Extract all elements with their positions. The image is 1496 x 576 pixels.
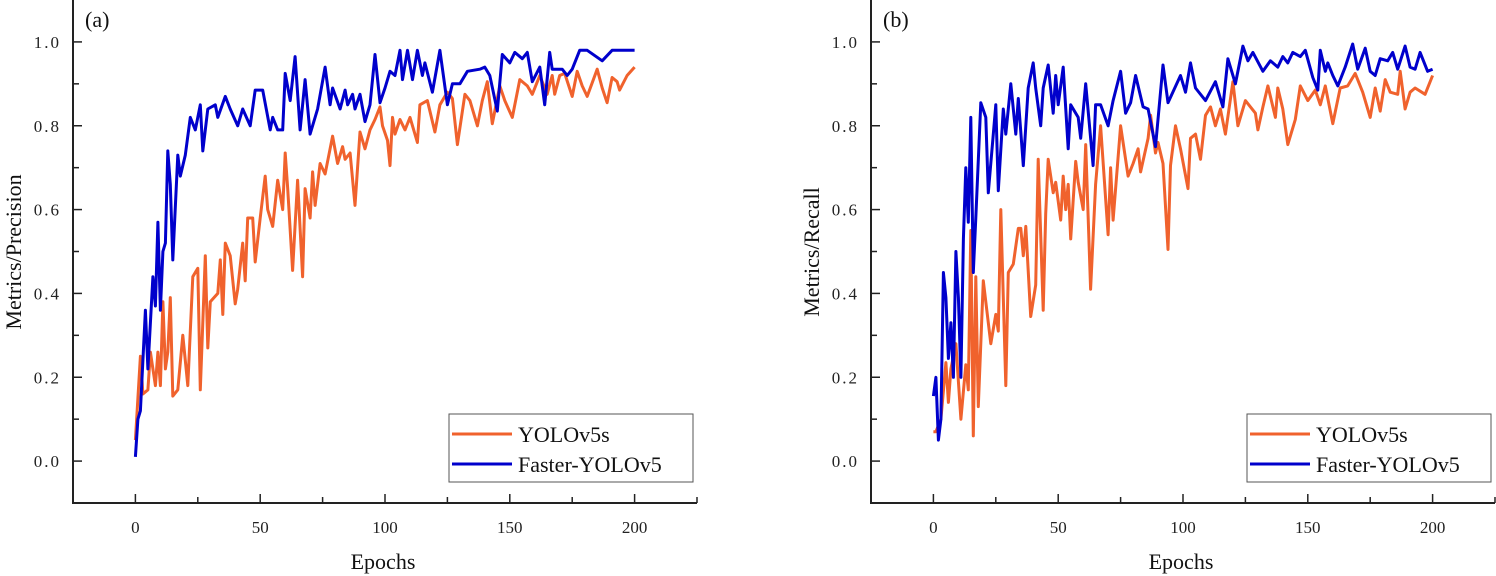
x-tick-label: 0: [131, 518, 140, 537]
chart-panel-b: 0.0 0.2 0.4 0.6 0.8 1.0 0 50 100 150 200 Epochs Metr…: [799, 0, 1496, 574]
legend-label: Faster-YOLOv5: [1316, 452, 1460, 477]
y-tick-label: 1.0: [832, 33, 859, 52]
legend: YOLOv5s Faster-YOLOv5: [448, 413, 694, 483]
y-tick-label: 0.4: [34, 284, 61, 303]
legend-label: YOLOv5s: [518, 422, 610, 447]
x-tick-label: 50: [1050, 518, 1067, 537]
y-axis-title: Metrics/Precision: [1, 174, 26, 329]
y-tick-label: 0.2: [832, 368, 859, 387]
y-tick-label: 0.2: [34, 368, 61, 387]
x-tick-label: 150: [497, 518, 523, 537]
series-line-faster-yolov5: [133, 48, 635, 457]
y-tick-label: 0.6: [34, 201, 61, 220]
x-tick-label: 150: [1295, 518, 1321, 537]
y-tick-label: 0.8: [34, 117, 61, 136]
y-tick-label: 0.8: [832, 117, 859, 136]
y-tick-label: 1.0: [34, 33, 61, 52]
legend-box: [448, 413, 694, 483]
x-axis-title: Epochs: [351, 549, 416, 574]
y-axis-title: Metrics/Recall: [799, 187, 824, 317]
y-tick-label: 0.0: [34, 452, 61, 471]
y-tick-label: 0.0: [832, 452, 859, 471]
legend-label: YOLOv5s: [1316, 422, 1408, 447]
x-tick-label: 100: [372, 518, 398, 537]
panel-label: (a): [85, 7, 109, 32]
x-tick-label: 200: [622, 518, 648, 537]
panel-label: (b): [883, 7, 909, 32]
x-tick-label: 100: [1170, 518, 1196, 537]
x-tick-label: 0: [929, 518, 938, 537]
chart-panel-a: 0.0 0.2 0.4 0.6 0.8 1.0 0 50 100 150 200 Epochs Metr…: [1, 0, 698, 574]
x-tick-label: 200: [1420, 518, 1446, 537]
legend: YOLOv5s Faster-YOLOv5: [1246, 413, 1492, 483]
series-line-yolov5s: [933, 69, 1434, 438]
series-line-yolov5s: [133, 66, 636, 441]
y-tick-label: 0.4: [832, 284, 859, 303]
series-line-faster-yolov5: [931, 42, 1434, 442]
legend-box: [1246, 413, 1492, 483]
y-tick-label: 0.6: [832, 201, 859, 220]
legend-label: Faster-YOLOv5: [518, 452, 662, 477]
x-axis-title: Epochs: [1149, 549, 1214, 574]
x-tick-label: 50: [252, 518, 269, 537]
